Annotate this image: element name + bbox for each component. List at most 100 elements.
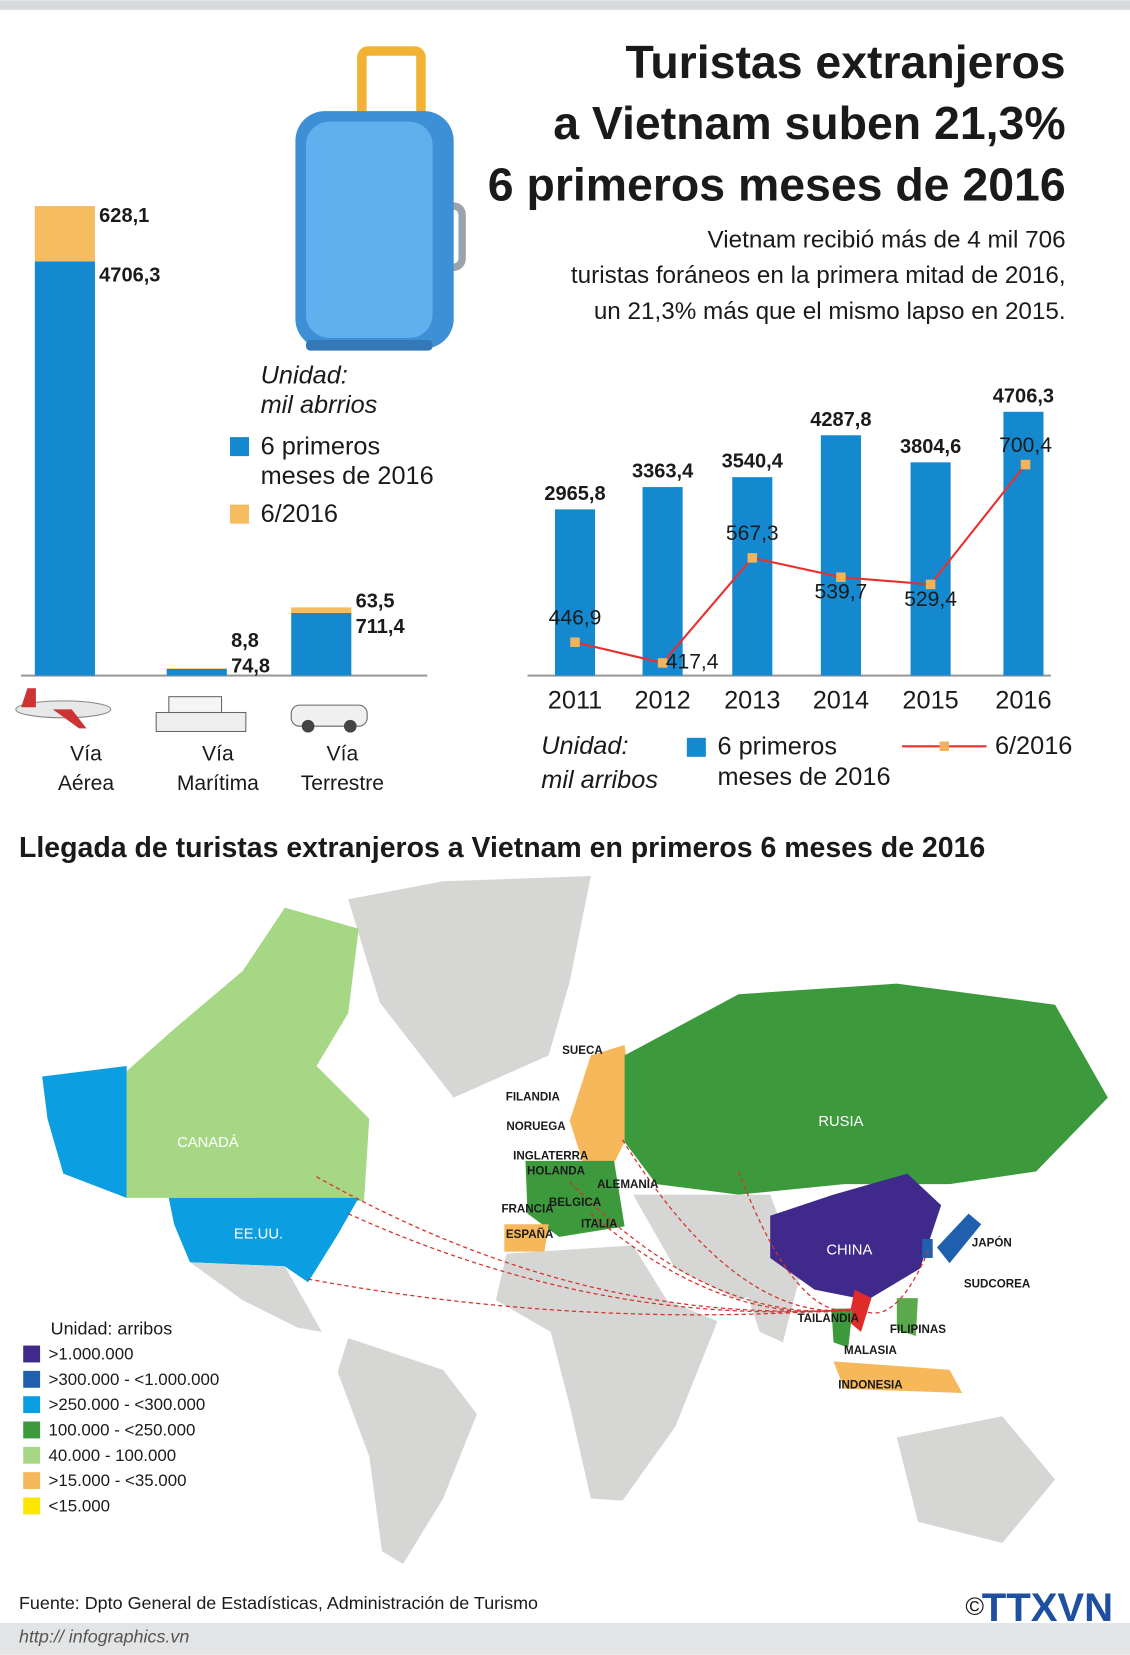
legend-swatch	[23, 1345, 41, 1363]
ship-icon	[155, 711, 247, 733]
line-marker	[836, 572, 846, 582]
plane-wing	[52, 709, 87, 729]
land	[525, 1160, 625, 1237]
legend-label: >1.000.000	[49, 1344, 134, 1363]
line	[574, 463, 1027, 665]
car-icon	[290, 704, 368, 727]
bar	[642, 487, 683, 676]
bar	[910, 462, 951, 676]
land	[168, 1197, 359, 1283]
category-label-line: Terrestre	[301, 772, 384, 795]
legend-label-line: 6 primeros	[717, 732, 837, 760]
line-value-label: 539,7	[815, 581, 868, 604]
land	[848, 1289, 872, 1332]
legend-label-line: meses de 2016	[261, 462, 434, 490]
line-value-label: 567,3	[726, 522, 779, 545]
legend-swatch	[23, 1472, 41, 1490]
land	[896, 1298, 918, 1337]
value-label: 2965,8	[544, 483, 605, 505]
category-label: Vía Aérea	[58, 742, 115, 795]
legend-label: 40.000 - 100.000	[49, 1446, 177, 1465]
category-label: Vía Terrestre	[301, 742, 384, 795]
suitcase-base	[305, 340, 433, 351]
flow-line	[859, 1250, 930, 1314]
bar-segment	[291, 612, 352, 676]
bar-segment	[291, 607, 352, 613]
bar-segment	[34, 261, 95, 676]
land	[42, 1065, 127, 1198]
category-label-line: Aérea	[58, 772, 115, 795]
source: Fuente: Dpto General de Estadísticas, Ad…	[19, 1593, 538, 1613]
land	[922, 1238, 933, 1258]
line-marker	[570, 637, 580, 647]
legend-swatch	[230, 437, 250, 457]
legend-swatch	[23, 1421, 41, 1439]
country-label: TAILANDIA	[797, 1312, 859, 1325]
flow-line	[316, 1176, 860, 1312]
land	[126, 907, 370, 1202]
bar	[554, 509, 596, 676]
line-value-label: 446,9	[549, 607, 602, 630]
land	[569, 1044, 636, 1164]
legend-label: 6 primeros meses de 2016	[261, 432, 434, 490]
land	[348, 876, 591, 1098]
flow-line	[307, 1278, 860, 1316]
legend-swatch	[23, 1370, 41, 1388]
x-tick-label: 2011	[548, 687, 602, 715]
legend-marker	[939, 741, 950, 752]
country-label: SUECA	[562, 1044, 603, 1057]
legend-label: 100.000 - <250.000	[49, 1420, 196, 1439]
value-label: 4706,3	[99, 264, 160, 286]
bar	[732, 477, 773, 676]
land	[624, 983, 1108, 1195]
line-value-label: 529,4	[904, 588, 957, 611]
url: http:// infographics.vn	[19, 1627, 189, 1647]
legend-label: 6 primeros meses de 2016	[717, 732, 890, 791]
country-label: EE.UU.	[234, 1227, 283, 1243]
land	[833, 1361, 963, 1394]
land	[936, 1213, 982, 1264]
bar	[1003, 411, 1044, 676]
line-marker	[1020, 459, 1031, 470]
country-label: INGLATERRA	[513, 1150, 589, 1163]
country-label: HOLANDA	[527, 1165, 586, 1178]
flow-line	[737, 1171, 861, 1312]
category-label-line: Vía	[327, 742, 359, 765]
value-label: 4706,3	[993, 385, 1054, 407]
suitcase-front	[305, 121, 433, 338]
value-label: 711,4	[356, 616, 406, 638]
legend-label-line: 6 primeros	[261, 432, 381, 460]
value-label: 628,1	[99, 205, 149, 227]
value-label: 3804,6	[900, 436, 961, 458]
country-label: ALEMANIA	[597, 1178, 659, 1191]
land	[495, 1245, 718, 1501]
legend-label: >300.000 - <1.000.000	[49, 1370, 220, 1389]
value-label: 74,8	[231, 655, 270, 677]
legend-label: <15.000	[49, 1496, 110, 1515]
country-label: BELGICA	[549, 1196, 602, 1209]
country-label: CANADÁ	[177, 1134, 239, 1151]
x-tick-label: 2014	[813, 687, 869, 715]
unit-label: Unidad:	[261, 362, 348, 390]
flow-line	[621, 1139, 861, 1312]
country-label: CHINA	[826, 1242, 872, 1258]
unit-label: Unidad:	[541, 732, 628, 760]
line-value-label: 417,4	[666, 650, 719, 673]
bar-segment	[166, 668, 227, 676]
subtitle-line: Vietnam recibió más de 4 mil 706	[708, 226, 1066, 253]
x-tick-label: 2013	[724, 687, 780, 715]
country-label: ESPAÑA	[506, 1228, 554, 1241]
line-marker	[925, 579, 936, 590]
logo: TTXVN	[982, 1586, 1113, 1630]
country-label: INDONESIA	[838, 1379, 903, 1392]
legend-label: >15.000 - <35.000	[49, 1471, 187, 1490]
country-label: JAPÓN	[972, 1236, 1012, 1249]
title-line: a Vietnam suben 21,3%	[553, 97, 1065, 149]
land	[831, 1308, 853, 1348]
subtitle-line: turistas foráneos en la primera mitad de…	[571, 262, 1066, 289]
category-label-line: Marítima	[177, 772, 259, 795]
country-label: SUDCOREA	[964, 1277, 1031, 1290]
legend-swatch	[230, 504, 250, 524]
